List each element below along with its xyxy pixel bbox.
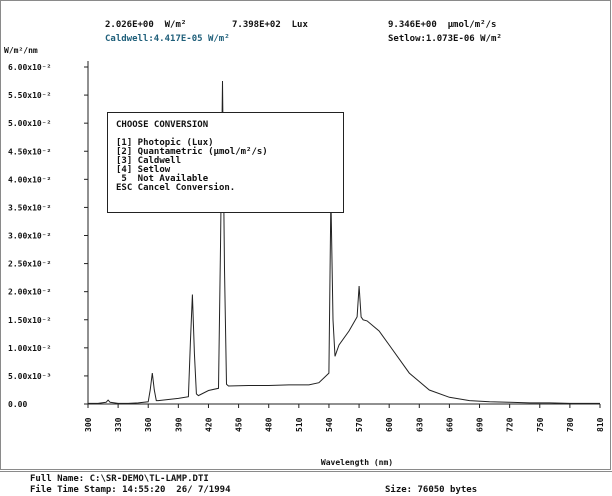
full-name-label: Full Name: C:\SR-DEMO\TL-LAMP.DTI	[30, 474, 209, 484]
option-not-available: 5 Not Available	[116, 174, 209, 184]
x-tick-label: 330	[114, 417, 123, 432]
spectrum-chart: W/m²/nm 0.00 5.00x10⁻³ 1.00x10⁻² 1.50x10⁻² 2…	[4, 46, 605, 467]
option-quantametric[interactable]: [2] Quantametric (µmol/m²/s)	[116, 147, 268, 157]
y-axis-label: W/m²/nm	[4, 46, 38, 55]
x-tick-label: 480	[265, 417, 274, 432]
x-tick-label: 810	[596, 417, 605, 432]
y-tick-label: 0.00	[8, 400, 27, 409]
y-tick-label: 3.00x10⁻²	[8, 232, 51, 241]
x-tick-label: 390	[174, 417, 183, 432]
y-tick-label: 2.00x10⁻²	[8, 288, 51, 297]
irradiance-readout: 2.026E+00 W/m²	[105, 20, 187, 30]
x-axis-label: Wavelength (nm)	[321, 458, 393, 467]
y-tick-label: 4.00x10⁻²	[8, 175, 51, 184]
x-tick-label: 780	[566, 417, 575, 432]
y-tick-label: 1.00x10⁻²	[8, 344, 51, 353]
y-tick-label: 1.50x10⁻²	[8, 316, 51, 325]
y-tick-label: 3.50x10⁻²	[8, 203, 51, 212]
footer-divider	[0, 471, 612, 472]
option-caldwell[interactable]: [3] Caldwell	[116, 156, 182, 166]
x-tick-label: 300	[84, 417, 93, 432]
x-tick-label: 570	[355, 417, 364, 432]
spectrum-line	[88, 80, 600, 404]
x-tick-label: 510	[295, 417, 304, 432]
x-tick-label: 540	[325, 417, 334, 432]
choose-conversion-dialog[interactable]: CHOOSE CONVERSION [1] Photopic (Lux) [2]…	[107, 112, 344, 213]
x-tick-label: 600	[385, 417, 394, 432]
dialog-title: CHOOSE CONVERSION	[116, 120, 209, 130]
illuminance-readout: 7.398E+02 Lux	[232, 20, 308, 30]
x-tick-label: 720	[506, 417, 515, 432]
axes	[87, 61, 600, 405]
x-tick-label: 660	[445, 417, 454, 432]
plot-frame	[0, 0, 611, 470]
file-time-stamp: File Time Stamp: 14:55:20 26/ 7/1994	[30, 485, 231, 495]
y-tick-label: 5.00x10⁻²	[8, 119, 51, 128]
x-tick-label: 750	[536, 417, 545, 432]
caldwell-readout: Caldwell:4.417E-05 W/m²	[105, 34, 230, 44]
y-tick-label: 2.50x10⁻²	[8, 260, 51, 269]
quantum-readout: 9.346E+00 µmol/m²/s	[388, 20, 497, 30]
option-cancel[interactable]: ESC Cancel Conversion.	[116, 183, 236, 193]
y-tick-label: 5.50x10⁻²	[8, 91, 51, 100]
file-size: Size: 76050 bytes	[385, 485, 478, 495]
x-tick-label: 450	[235, 417, 244, 432]
x-tick-label: 690	[476, 417, 485, 432]
setlow-readout: Setlow:1.073E-06 W/m²	[388, 34, 502, 44]
option-setlow[interactable]: [4] Setlow	[116, 165, 171, 175]
x-tick-label: 420	[204, 417, 213, 432]
x-tick-label: 630	[415, 417, 424, 432]
y-tick-label: 4.50x10⁻²	[8, 147, 51, 156]
y-tick-label: 5.00x10⁻³	[8, 372, 51, 381]
x-ticks: 300 330 360 390 420 450 480 510 540 570 600 630 660 6…	[84, 404, 605, 432]
y-tick-label: 6.00x10⁻²	[8, 63, 51, 72]
y-ticks: 0.00 5.00x10⁻³ 1.00x10⁻² 1.50x10⁻² 2.00x10⁻²…	[8, 63, 88, 409]
option-photopic[interactable]: [1] Photopic (Lux)	[116, 138, 214, 148]
x-tick-label: 360	[144, 417, 153, 432]
